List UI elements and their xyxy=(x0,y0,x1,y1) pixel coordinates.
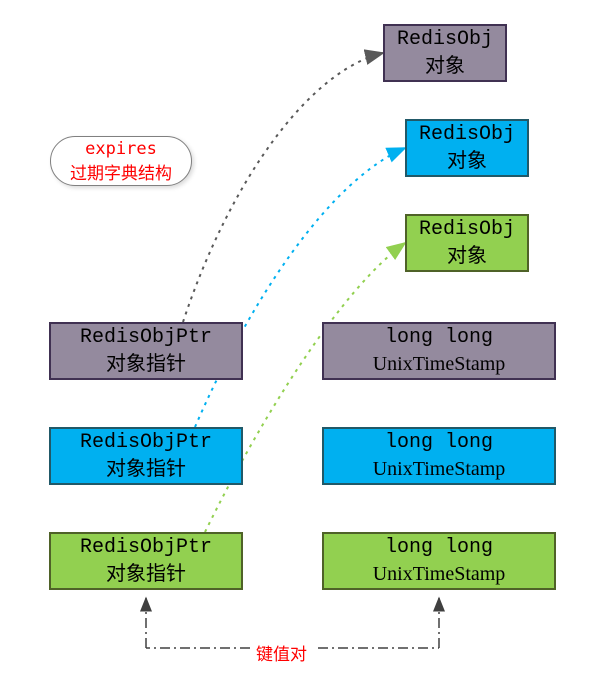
kv-label: 键值对 xyxy=(256,640,307,665)
ptr-box-ptr-green: RedisObjPtr对象指针 xyxy=(49,532,243,590)
title-line1: expires xyxy=(85,139,157,159)
obj-box-obj-purple: RedisObj对象 xyxy=(383,24,507,82)
box-line1: long long xyxy=(385,535,493,561)
box-line1: RedisObjPtr xyxy=(80,325,212,351)
ts-box-ts-blue: long longUnixTimeStamp xyxy=(322,427,556,485)
box-line1: RedisObjPtr xyxy=(80,430,212,456)
box-line1: RedisObj xyxy=(419,217,515,243)
box-line1: RedisObjPtr xyxy=(80,535,212,561)
box-line2: 对象指针 xyxy=(106,561,186,587)
obj-box-obj-blue: RedisObj对象 xyxy=(405,119,529,177)
box-line2: UnixTimeStamp xyxy=(373,561,506,587)
box-line2: 对象指针 xyxy=(106,456,186,482)
ts-box-ts-purple: long longUnixTimeStamp xyxy=(322,322,556,380)
box-line2: 对象指针 xyxy=(106,351,186,377)
ts-box-ts-green: long longUnixTimeStamp xyxy=(322,532,556,590)
title-line2: 过期字典结构 xyxy=(70,159,172,184)
box-line1: long long xyxy=(385,430,493,456)
box-line1: RedisObj xyxy=(397,27,493,53)
box-line2: UnixTimeStamp xyxy=(373,456,506,482)
box-line1: long long xyxy=(385,325,493,351)
box-line1: RedisObj xyxy=(419,122,515,148)
title-pill: expires 过期字典结构 xyxy=(50,136,192,186)
box-line2: 对象 xyxy=(425,53,465,79)
ptr-box-ptr-purple: RedisObjPtr对象指针 xyxy=(49,322,243,380)
box-line2: UnixTimeStamp xyxy=(373,351,506,377)
ptr-box-ptr-blue: RedisObjPtr对象指针 xyxy=(49,427,243,485)
box-line2: 对象 xyxy=(447,243,487,269)
obj-box-obj-green: RedisObj对象 xyxy=(405,214,529,272)
box-line2: 对象 xyxy=(447,148,487,174)
